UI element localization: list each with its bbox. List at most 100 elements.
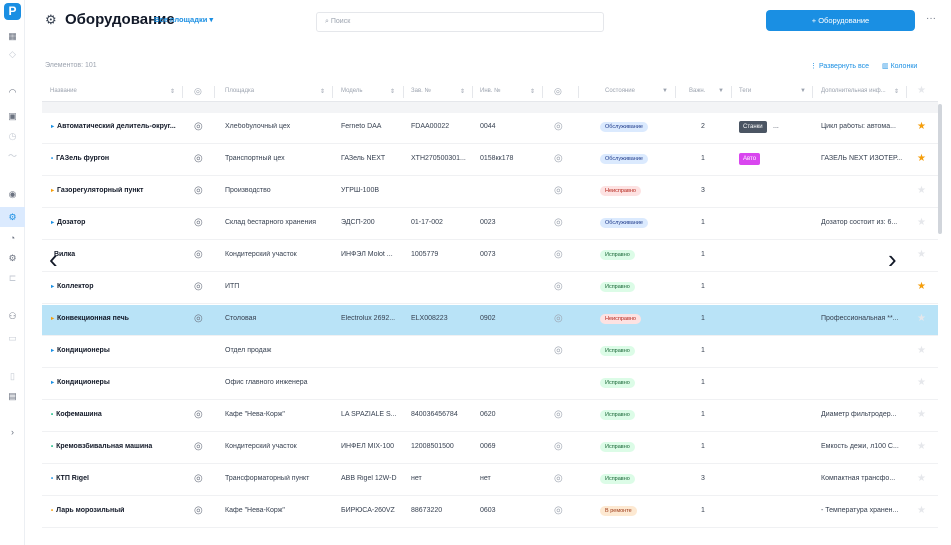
cart-icon[interactable]: ⊏ (8, 273, 17, 283)
star-icon[interactable]: ★ (917, 377, 926, 388)
col-additional-info[interactable]: Дополнительная инф... (821, 88, 886, 94)
camera-icon[interactable]: ◎ (194, 409, 203, 420)
star-header-icon[interactable]: ★ (917, 85, 926, 96)
expand-marker-icon[interactable]: • (51, 508, 54, 514)
site-filter-dropdown[interactable]: Все площадки ▾ (154, 15, 214, 24)
camera-icon[interactable]: ◎ (194, 441, 203, 452)
sort-icon[interactable]: ⇕ (320, 89, 326, 95)
col-serial[interactable]: Зав. № (411, 88, 431, 94)
camera-icon[interactable]: ◎ (194, 281, 203, 292)
star-icon[interactable]: ★ (917, 185, 926, 196)
table-row[interactable]: • Ларь морозильный ◎ Кафе "Нева-Корж" БИРЮСА… (42, 497, 938, 528)
equipment-name[interactable]: ▸ Кондиционеры (51, 347, 110, 354)
star-icon[interactable]: ★ (917, 121, 926, 132)
gear-icon[interactable]: ◎ (554, 473, 563, 484)
gear-icon[interactable]: ◎ (554, 185, 563, 196)
sort-icon[interactable]: ⇕ (390, 89, 396, 95)
col-model[interactable]: Модель (341, 88, 363, 94)
users-icon[interactable]: ⚇ (8, 311, 17, 321)
filter-icon[interactable]: ▼ (662, 88, 668, 94)
camera-icon[interactable]: ◎ (194, 185, 203, 196)
equipment-icon[interactable]: ⚙ (0, 207, 25, 227)
expand-marker-icon[interactable]: • (51, 444, 54, 450)
filter-icon[interactable]: ▼ (800, 88, 806, 94)
sort-icon[interactable]: ⇕ (894, 89, 900, 95)
sort-icon[interactable]: ⇕ (460, 89, 466, 95)
col-location[interactable]: Площадка (225, 88, 255, 94)
table-row[interactable]: Вилка ◎ Кондитерский участок ИНФЭЛ Molot ..… (42, 241, 938, 272)
card-icon[interactable]: ▭ (8, 333, 17, 343)
star-icon[interactable]: ★ (917, 473, 926, 484)
shield-icon[interactable]: ◇ (9, 49, 16, 59)
table-row[interactable]: • ГАЗель фургон ◎ Транспортный цех ГАЗель NE… (42, 145, 938, 176)
star-icon[interactable]: ★ (917, 345, 926, 356)
gear-icon[interactable]: ◎ (554, 249, 563, 260)
scrollbar[interactable] (938, 104, 942, 234)
table-row[interactable]: ▸ Конвекционная печь ◎ Столовая Electrolux 2… (42, 305, 938, 336)
star-icon[interactable]: ★ (917, 281, 926, 292)
expand-marker-icon[interactable]: ▸ (51, 316, 55, 322)
sort-icon[interactable]: ⇕ (170, 89, 176, 95)
expand-marker-icon[interactable]: ▸ (51, 284, 55, 290)
expand-marker-icon[interactable]: ▸ (51, 220, 55, 226)
chart-icon[interactable]: 〜 (7, 151, 17, 161)
equipment-name[interactable]: • КТП Rigel (51, 475, 89, 482)
location-icon[interactable]: ◉ (8, 189, 17, 199)
gear-icon[interactable]: ◎ (554, 345, 563, 356)
star-icon[interactable]: ★ (917, 313, 926, 324)
add-equipment-button[interactable]: + Оборудование (766, 10, 915, 31)
gear-icon[interactable]: ◎ (554, 505, 563, 516)
camera-icon[interactable]: ◎ (194, 153, 203, 164)
columns-button[interactable]: ▥ Колонки (882, 63, 918, 70)
equipment-name[interactable]: • Ларь морозильный (51, 507, 125, 514)
search-input[interactable]: ⌕ Поиск (316, 12, 604, 32)
arrow-left-icon[interactable]: ‹ (49, 244, 58, 274)
expand-marker-icon[interactable]: • (51, 412, 54, 418)
gear-icon[interactable]: ◎ (554, 153, 563, 164)
clock-icon[interactable]: ◷ (8, 131, 17, 141)
col-importance[interactable]: Важн. (689, 88, 706, 94)
col-name[interactable]: Название (50, 88, 77, 94)
arrow-right-icon[interactable]: › (888, 244, 897, 274)
table-row[interactable]: ▸ Кондиционеры Отдел продаж ◎ Исправно 1 ★ (42, 337, 938, 368)
expand-marker-icon[interactable]: ▸ (51, 348, 55, 354)
more-menu-icon[interactable]: ··· (926, 13, 936, 24)
camera-icon[interactable]: ◎ (194, 505, 203, 516)
expand-marker-icon[interactable]: • (51, 156, 54, 162)
expand-all-button[interactable]: ⋮ Развернуть все (810, 63, 870, 70)
table-row[interactable]: ▸ Кондиционеры Офис главного инженера Испра… (42, 369, 938, 400)
col-tags[interactable]: Теги (739, 88, 752, 94)
table-row[interactable]: ▸ Коллектор ◎ ИТП ◎ Исправно 1 ★ (42, 273, 938, 304)
camera-icon[interactable]: ◎ (194, 217, 203, 228)
table-row[interactable]: • Кремовзбивальная машина ◎ Кондитерский уч… (42, 433, 938, 464)
star-icon[interactable]: ★ (917, 217, 926, 228)
headset-icon[interactable]: ◠ (8, 87, 17, 97)
star-icon[interactable]: ★ (917, 441, 926, 452)
gear-icon[interactable]: ◎ (554, 409, 563, 420)
table-row[interactable]: ▸ Дозатор ◎ Склад бестарного хранения ЭДСП-2… (42, 209, 938, 240)
table-row[interactable]: • Кофемашина ◎ Кафе "Нева-Корж" LA SPAZIALE … (42, 401, 938, 432)
app-logo[interactable]: P (4, 3, 21, 20)
tag-more[interactable]: ... (773, 123, 779, 130)
equipment-name[interactable]: ▸ Коллектор (51, 283, 94, 290)
tag-badge[interactable]: Станки (739, 121, 767, 133)
calendar-icon[interactable]: ▣ (8, 111, 17, 121)
doc-icon[interactable]: ▯ (10, 371, 15, 381)
equipment-name[interactable]: ▸ Автоматический делитель-округ... (51, 123, 176, 130)
expand-marker-icon[interactable]: ▸ (51, 380, 55, 386)
table-row[interactable]: • КТП Rigel ◎ Трансформаторный пункт ABB Rig… (42, 465, 938, 496)
equipment-name[interactable]: • Кремовзбивальная машина (51, 443, 153, 450)
settings-icon[interactable]: ⚙ (8, 253, 17, 263)
camera-icon[interactable]: ◎ (194, 249, 203, 260)
equipment-name[interactable]: • ГАЗель фургон (51, 155, 110, 162)
camera-icon[interactable]: ◎ (194, 121, 203, 132)
star-icon[interactable]: ★ (917, 249, 926, 260)
gauge-icon[interactable]: ◔ (9, 233, 16, 243)
gear-icon[interactable]: ◎ (554, 217, 563, 228)
sort-icon[interactable]: ⇕ (530, 89, 536, 95)
equipment-name[interactable]: ▸ Кондиционеры (51, 379, 110, 386)
equipment-name[interactable]: Вилка (54, 251, 76, 258)
gear-icon[interactable]: ◎ (554, 281, 563, 292)
equipment-name[interactable]: ▸ Конвекционная печь (51, 315, 129, 322)
tag-badge[interactable]: Авто (739, 153, 761, 165)
